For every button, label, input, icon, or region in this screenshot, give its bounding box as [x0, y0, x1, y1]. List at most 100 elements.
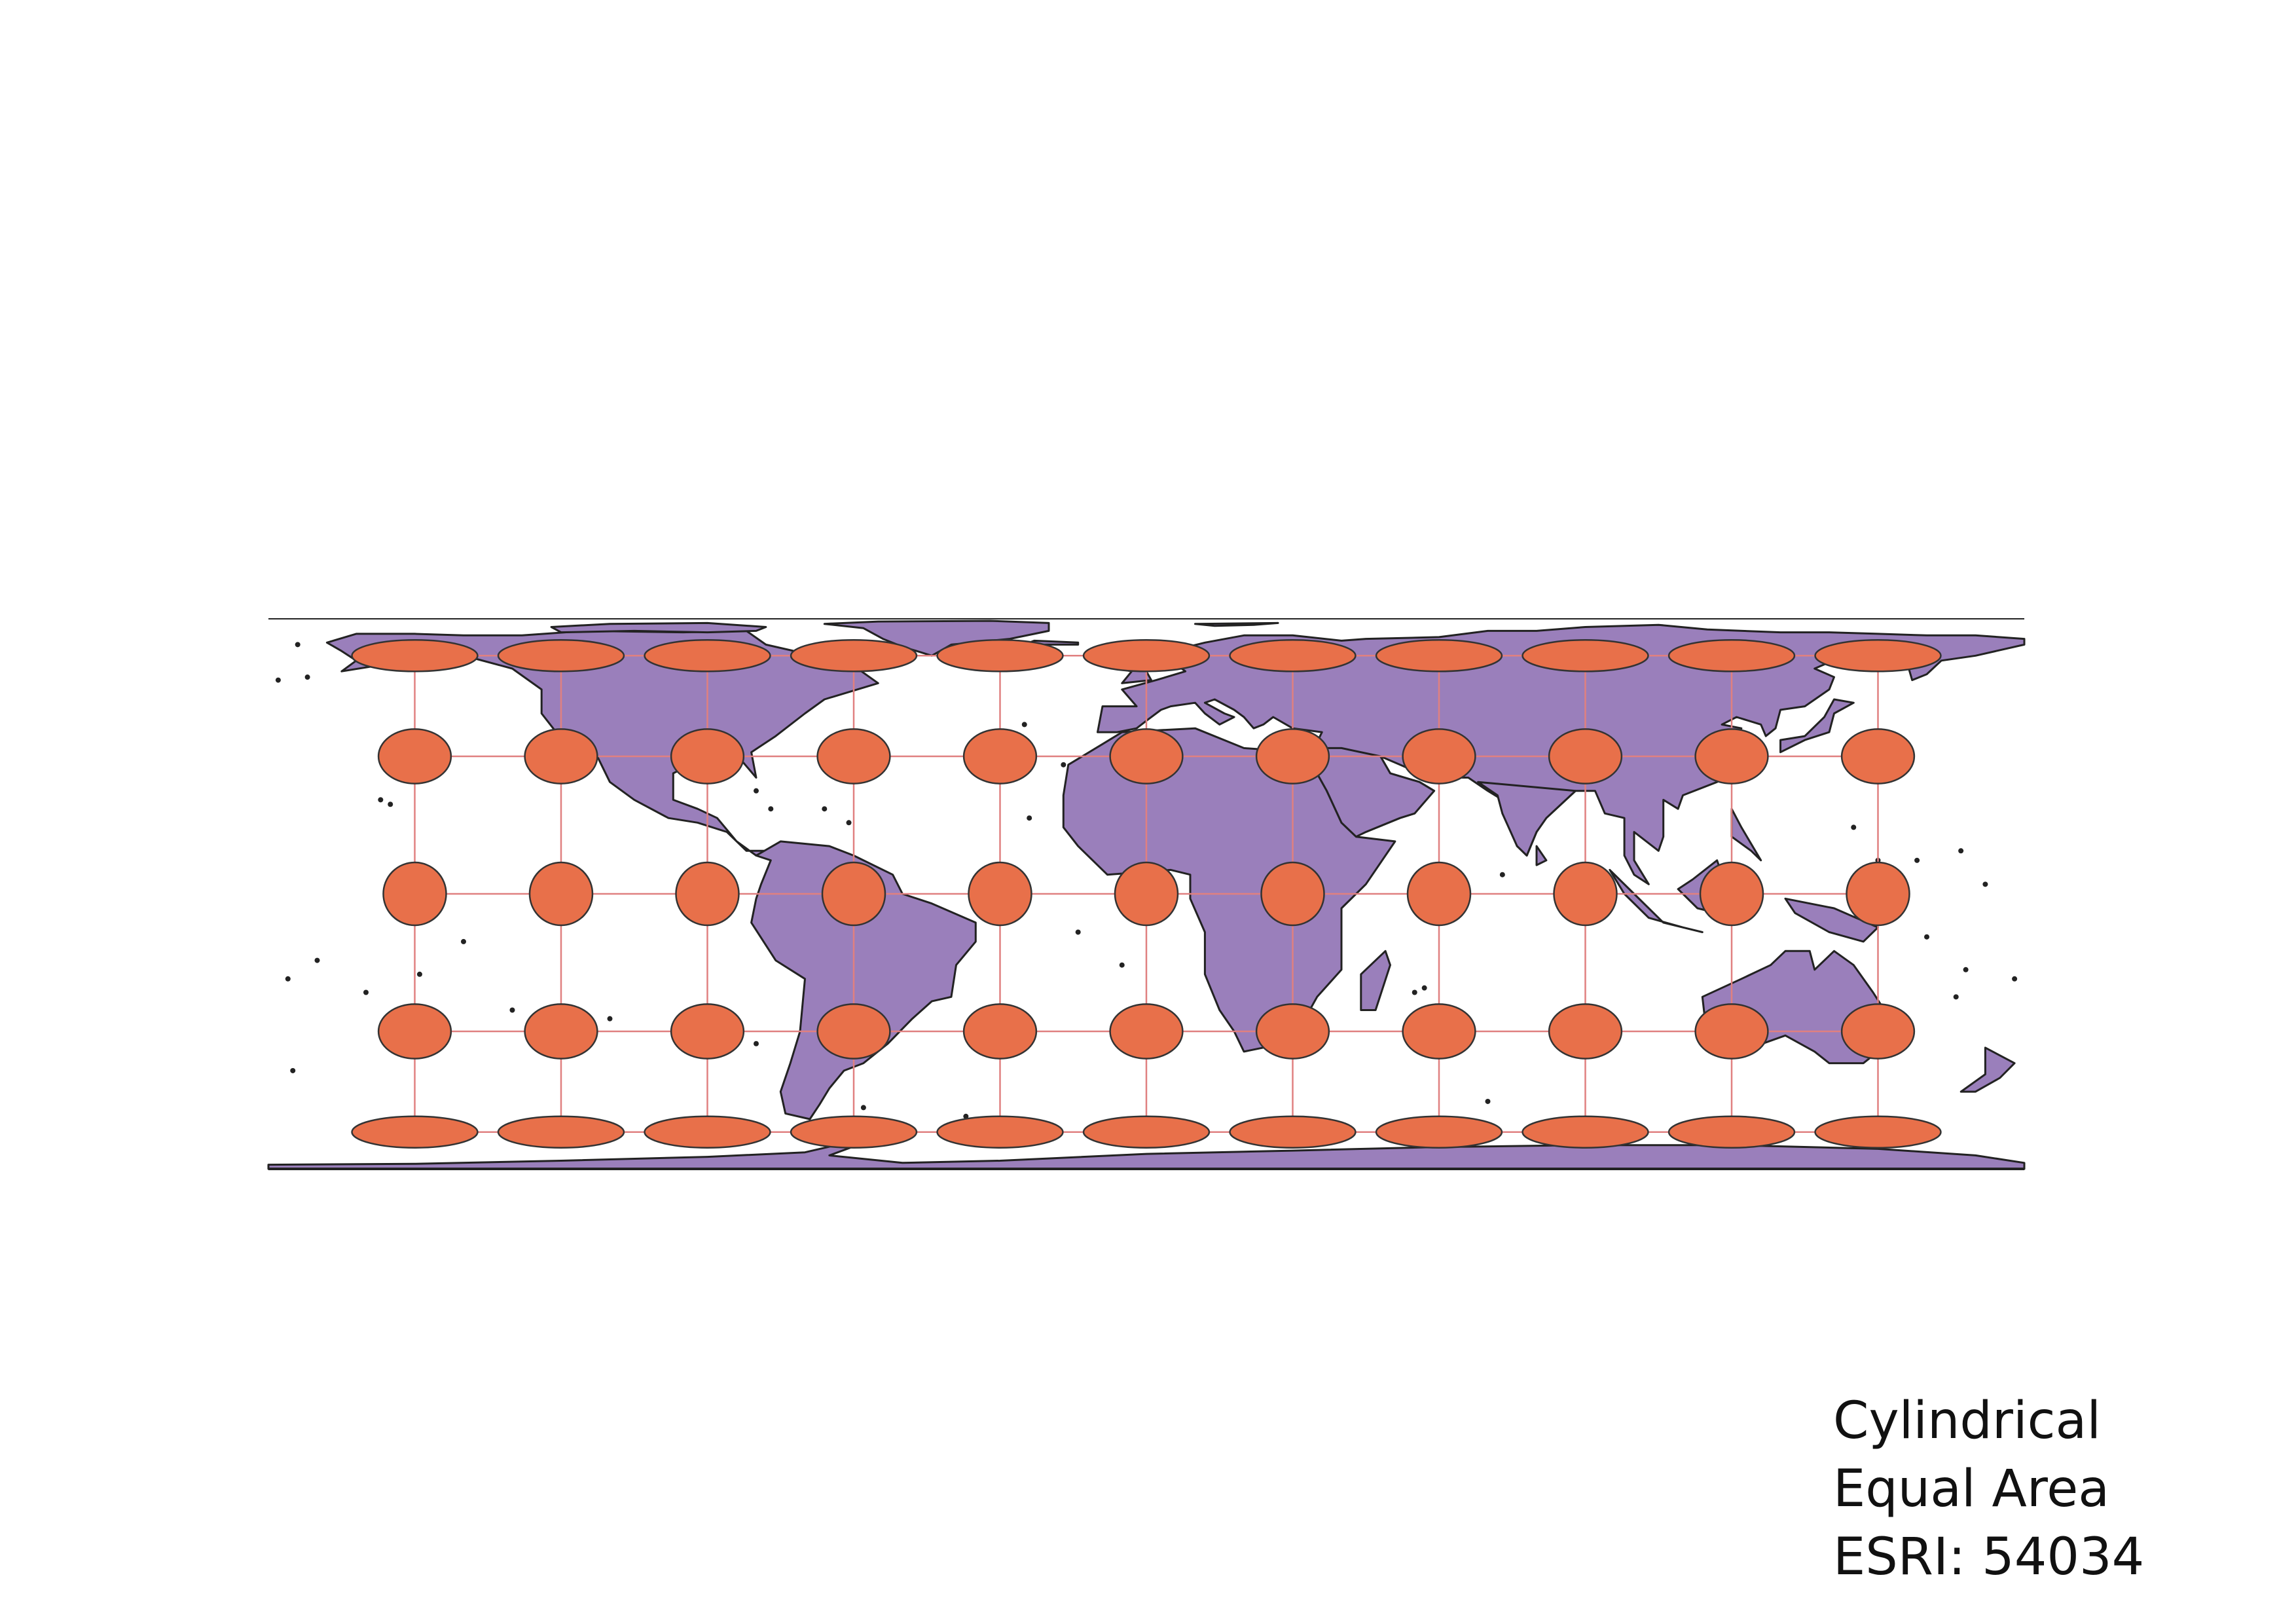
island-dot [304, 674, 310, 680]
tissot-indicatrix [1694, 728, 1769, 784]
tissot-indicatrix [351, 1115, 479, 1149]
tissot-indicatrix [1846, 861, 1910, 927]
tissot-indicatrix [1255, 728, 1330, 784]
tissot-indicatrix [1548, 728, 1623, 784]
island-dot [509, 1007, 515, 1013]
land-sri-lanka [1535, 845, 1548, 866]
island-dot [1953, 994, 1959, 1000]
tissot-indicatrix [1375, 639, 1503, 673]
island-dot [290, 1067, 296, 1073]
island-dot [1412, 989, 1417, 995]
land-india [1477, 781, 1577, 857]
tissot-indicatrix [644, 639, 771, 673]
island-dot [1982, 881, 1988, 887]
caption-line-3: ESRI: 54034 [1833, 1528, 2145, 1587]
tissot-indicatrix [675, 861, 740, 927]
caption-line-1: Cylindrical [1833, 1392, 2102, 1450]
tissot-indicatrix [816, 1003, 891, 1060]
island-dot [275, 677, 281, 683]
island-dot [314, 957, 320, 963]
island-dot [295, 642, 301, 648]
land-arabia [1311, 747, 1436, 838]
tissot-indicatrix [821, 861, 886, 927]
tissot-indicatrix [1522, 1115, 1649, 1149]
island-dot [1924, 934, 1929, 940]
land-madagascar [1360, 950, 1391, 1011]
tissot-indicatrix [1229, 639, 1357, 673]
island-dot [1963, 967, 1969, 972]
island-dot [822, 806, 828, 812]
projection-caption: Cylindrical Equal Area ESRI: 54034 [1833, 1387, 2144, 1591]
island-dot [754, 788, 759, 794]
island-dot [607, 1016, 613, 1022]
island-dot [1958, 848, 1964, 854]
tissot-indicatrix [816, 728, 891, 784]
island-dot [1914, 857, 1920, 863]
tissot-indicatrix [524, 1003, 598, 1060]
island-dot [1485, 1098, 1491, 1104]
tissot-indicatrix [670, 1003, 745, 1060]
tissot-indicatrix [1814, 1115, 1942, 1149]
tissot-indicatrix [377, 1003, 452, 1060]
island-dot [963, 1113, 969, 1119]
island-dot [363, 989, 369, 995]
island-dot [1851, 824, 1857, 830]
tissot-indicatrix [1667, 1115, 1796, 1149]
island-dot [388, 802, 393, 807]
land-canadian-arctic [550, 621, 767, 634]
tissot-indicatrix [1814, 639, 1942, 673]
tissot-indicatrix [1522, 639, 1649, 673]
island-dot [2012, 976, 2018, 982]
tissot-indicatrix [1667, 639, 1796, 673]
caption-line-2: Equal Area [1833, 1460, 2109, 1519]
tissot-indicatrix [1694, 1003, 1769, 1060]
tissot-indicatrix [1114, 861, 1179, 927]
island-dot [846, 820, 852, 826]
tissot-indicatrix [790, 1115, 918, 1149]
tissot-indicatrix [1229, 1115, 1357, 1149]
island-dot [285, 976, 291, 982]
tissot-indicatrix [1553, 861, 1618, 927]
island-dot [754, 1041, 759, 1046]
island-dot [1061, 762, 1066, 767]
tissot-indicatrix [524, 728, 598, 784]
tissot-indicatrix [1840, 1003, 1916, 1060]
tissot-indicatrix-layer [351, 639, 1942, 1149]
tissot-indicatrix [351, 639, 479, 673]
island-dot [1499, 872, 1505, 877]
land-north-america [325, 629, 879, 857]
tissot-indicatrix [1402, 728, 1476, 784]
tissot-indicatrix [1109, 1003, 1184, 1060]
tissot-indicatrix [790, 639, 918, 673]
land-new-guinea [1784, 897, 1879, 943]
tissot-indicatrix [497, 639, 625, 673]
tissot-indicatrix [962, 728, 1038, 784]
tissot-indicatrix [497, 1115, 625, 1149]
island-dot [461, 938, 466, 944]
land-new-zealand [1959, 1046, 2016, 1093]
tissot-indicatrix [1402, 1003, 1476, 1060]
island-dot [860, 1105, 866, 1111]
island-dot [416, 971, 422, 977]
island-dot [1021, 722, 1027, 728]
tissot-indicatrix [670, 728, 745, 784]
tissot-indicatrix [1082, 639, 1211, 673]
island-dot [1421, 985, 1427, 991]
island-dot [768, 806, 774, 812]
tissot-indicatrix [1375, 1115, 1503, 1149]
tissot-indicatrix [1109, 728, 1184, 784]
tissot-indicatrix [528, 861, 594, 927]
tissot-indicatrix [1406, 861, 1472, 927]
tissot-indicatrix [936, 639, 1064, 673]
land-sumatra-java [1609, 868, 1704, 933]
tissot-indicatrix [1255, 1003, 1330, 1060]
tissot-indicatrix [382, 861, 447, 927]
tissot-indicatrix [1548, 1003, 1623, 1060]
island-dot [378, 797, 384, 803]
tissot-indicatrix [968, 861, 1032, 927]
tissot-indicatrix [377, 728, 452, 784]
tissot-indicatrix [644, 1115, 771, 1149]
island-dot [1027, 815, 1032, 821]
